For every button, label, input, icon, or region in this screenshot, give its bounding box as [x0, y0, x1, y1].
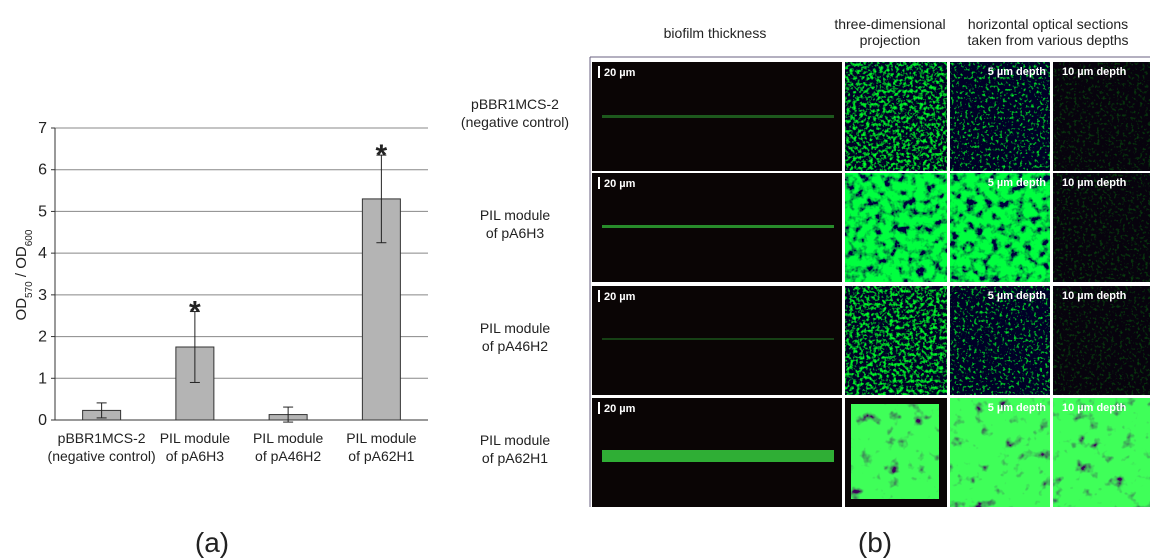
row-label: (negative control) — [461, 114, 569, 130]
row-label: of pA46H2 — [482, 338, 548, 354]
y-tick-label: 0 — [38, 412, 47, 429]
depth-label: 5 µm depth — [988, 66, 1047, 78]
y-axis-label-part: 570 — [24, 281, 35, 298]
depth-label: 5 µm depth — [988, 177, 1047, 189]
scale-label: 20 µm — [604, 178, 636, 190]
panel-label: (a) — [195, 527, 229, 558]
biofilm-band — [602, 450, 834, 462]
image-cell — [592, 286, 842, 395]
column-header: three-dimensional — [834, 16, 945, 32]
y-axis-label-part: / OD — [13, 246, 30, 281]
x-tick-label: (negative control) — [48, 448, 156, 464]
image-texture — [851, 404, 939, 499]
x-tick-label: of pA46H2 — [255, 448, 321, 464]
depth-label: 10 µm depth — [1062, 66, 1127, 78]
depth-label: 5 µm depth — [988, 402, 1047, 414]
image-texture — [950, 173, 1050, 282]
y-tick-label: 2 — [38, 329, 47, 346]
y-tick-label: 4 — [38, 245, 47, 262]
image-texture — [845, 62, 947, 171]
bar-chart: 0 1 2 3 4 5 6 7 OD570 / OD600 pBBR1MCS-2 (negative… — [13, 120, 428, 558]
significance-mark: * — [189, 296, 201, 329]
x-tick-label: of pA62H1 — [348, 448, 414, 464]
image-texture — [950, 62, 1050, 171]
image-texture — [845, 286, 947, 395]
depth-label: 10 µm depth — [1062, 177, 1127, 189]
row-label: PIL module — [480, 207, 551, 223]
x-tick-label: of pA6H3 — [166, 448, 225, 464]
y-tick-label: 3 — [38, 287, 47, 304]
scale-label: 20 µm — [604, 403, 636, 415]
significance-mark: * — [376, 139, 388, 172]
biofilm-band — [602, 225, 834, 228]
column-header: biofilm thickness — [664, 25, 767, 41]
row-label: PIL module — [480, 432, 551, 448]
row-label: of pA62H1 — [482, 450, 548, 466]
y-tick-label: 7 — [38, 120, 47, 137]
image-texture — [1053, 398, 1150, 507]
image-texture — [950, 398, 1050, 507]
bar — [361, 198, 401, 421]
depth-label: 10 µm depth — [1062, 402, 1127, 414]
x-tick-label: PIL module — [160, 430, 231, 446]
image-texture — [950, 286, 1050, 395]
scale-label: 20 µm — [604, 67, 636, 79]
y-axis-label-part: OD — [13, 298, 30, 321]
x-tick-label: pBBR1MCS-2 — [58, 430, 146, 446]
column-header: horizontal optical sections — [968, 16, 1128, 32]
biofilm-band — [602, 338, 834, 340]
column-header: projection — [860, 32, 921, 48]
row-label: of pA6H3 — [486, 225, 545, 241]
biofilm-band — [602, 115, 834, 118]
y-tick-label: 1 — [38, 370, 47, 387]
x-tick-label: PIL module — [346, 430, 417, 446]
row-label: pBBR1MCS-2 — [471, 96, 559, 112]
y-tick-label: 5 — [38, 203, 47, 220]
scale-label: 20 µm — [604, 291, 636, 303]
image-texture — [1053, 286, 1150, 395]
microscopy-panel: biofilm thickness three-dimensionalprojec… — [461, 16, 1150, 558]
column-header: taken from various depths — [967, 32, 1128, 48]
depth-label: 10 µm depth — [1062, 290, 1127, 302]
panel-label: (b) — [858, 527, 892, 558]
row-label: PIL module — [480, 320, 551, 336]
image-texture — [1053, 62, 1150, 171]
image-texture — [1053, 173, 1150, 282]
y-tick-label: 6 — [38, 162, 47, 179]
image-texture — [845, 173, 947, 282]
y-axis-label-part: 600 — [24, 229, 35, 246]
x-tick-label: PIL module — [253, 430, 324, 446]
depth-label: 5 µm depth — [988, 290, 1047, 302]
y-axis-label: OD570 / OD600 — [13, 229, 35, 320]
